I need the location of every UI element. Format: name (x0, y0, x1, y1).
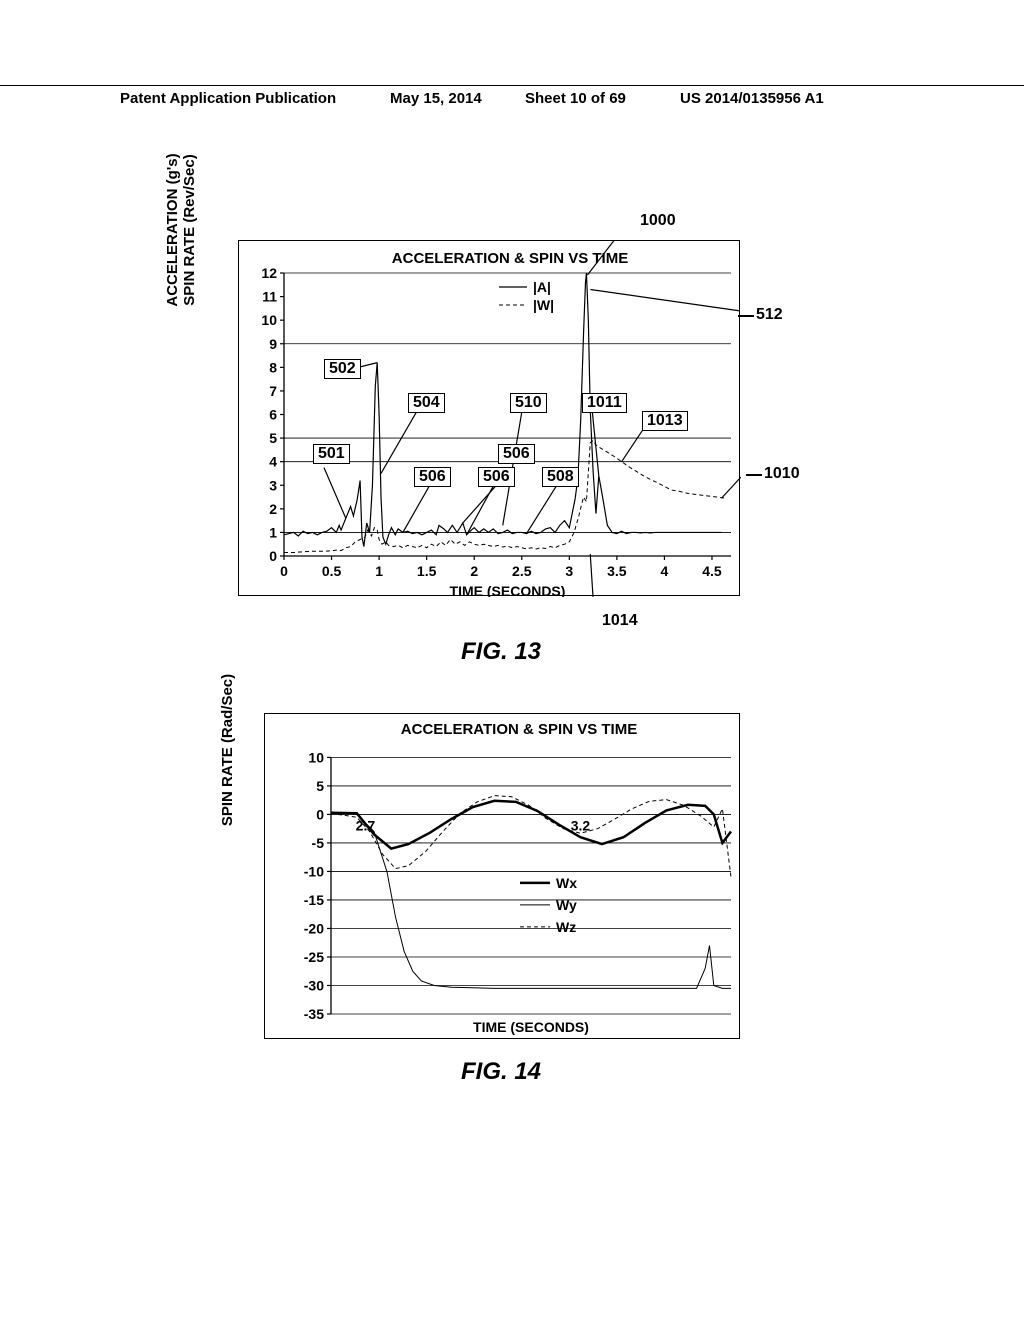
svg-text:2: 2 (470, 563, 478, 579)
fig13-annot-502: 502 (324, 359, 361, 379)
svg-text:|A|: |A| (533, 279, 551, 295)
svg-text:3.2: 3.2 (571, 817, 591, 833)
fig13-annot-508: 508 (542, 467, 579, 487)
svg-text:TIME (SECONDS): TIME (SECONDS) (473, 1019, 589, 1035)
svg-text:3.5: 3.5 (607, 563, 627, 579)
fig13-annot-504: 504 (408, 393, 445, 413)
svg-text:ACCELERATION & SPIN VS TIME: ACCELERATION & SPIN VS TIME (401, 721, 637, 738)
svg-text:Wx: Wx (556, 875, 577, 891)
fig13-annot-1013: 1013 (642, 411, 688, 431)
fig13-label: FIG. 13 (461, 638, 541, 666)
svg-text:-15: -15 (304, 892, 324, 908)
svg-text:0: 0 (269, 548, 277, 564)
svg-text:8: 8 (269, 359, 277, 375)
fig14-ylabel: SPIN RATE (Rad/Sec) (219, 660, 236, 840)
header-sheet: Sheet 10 of 69 (525, 90, 626, 107)
svg-text:5: 5 (269, 430, 277, 446)
svg-text:-30: -30 (304, 977, 324, 993)
header-left: Patent Application Publication (120, 90, 336, 107)
svg-text:-5: -5 (312, 835, 325, 851)
svg-text:-20: -20 (304, 920, 324, 936)
svg-text:|W|: |W| (533, 297, 554, 313)
svg-text:1: 1 (269, 524, 277, 540)
svg-text:2.5: 2.5 (512, 563, 532, 579)
svg-text:-35: -35 (304, 1006, 324, 1022)
svg-text:9: 9 (269, 336, 277, 352)
fig13-annot-506b: 506 (478, 467, 515, 487)
fig13-annot-506a: 506 (414, 467, 451, 487)
fig13-annot-1000: 1000 (640, 212, 676, 230)
fig14-chart: ACCELERATION & SPIN VS TIME 10 5 0 -5 -10 -15 -… (265, 714, 741, 1040)
svg-text:1.5: 1.5 (417, 563, 437, 579)
header-date: May 15, 2014 (390, 90, 482, 107)
svg-text:3: 3 (269, 477, 277, 493)
svg-text:7: 7 (269, 383, 277, 399)
fig13-annot-510: 510 (510, 393, 547, 413)
fig13-annot-1011: 1011 (582, 393, 627, 413)
svg-text:0.5: 0.5 (322, 563, 342, 579)
svg-text:1: 1 (375, 563, 383, 579)
svg-text:2: 2 (269, 501, 277, 517)
svg-text:4: 4 (269, 454, 277, 470)
svg-text:0: 0 (316, 806, 324, 822)
fig13-annot-1010: 1010 (764, 465, 800, 483)
fig13-annot-501: 501 (313, 444, 350, 464)
svg-text:Wy: Wy (556, 897, 577, 913)
svg-text:6: 6 (269, 407, 277, 423)
svg-text:10: 10 (261, 312, 277, 328)
fig13-ylabel: ACCELERATION (g's) SPIN RATE (Rev/Sec) (165, 130, 198, 330)
page-header: Patent Application Publication May 15, 2… (0, 85, 1024, 90)
svg-text:3: 3 (565, 563, 573, 579)
fig13-annot-1014: 1014 (602, 612, 638, 630)
svg-text:ACCELERATION & SPIN VS TIME: ACCELERATION & SPIN VS TIME (392, 250, 628, 267)
svg-text:TIME (SECONDS): TIME (SECONDS) (450, 583, 566, 597)
svg-text:11: 11 (262, 289, 277, 305)
svg-text:5: 5 (316, 778, 324, 794)
fig14-label: FIG. 14 (461, 1058, 541, 1086)
fig14-container: ACCELERATION & SPIN VS TIME 10 5 0 -5 -10 -15 -… (264, 713, 740, 1039)
header-pubno: US 2014/0135956 A1 (680, 90, 824, 107)
svg-text:12: 12 (261, 265, 277, 281)
svg-text:10: 10 (308, 749, 324, 765)
fig13-annot-506: 506 (498, 444, 535, 464)
svg-text:0: 0 (280, 563, 288, 579)
svg-text:4: 4 (661, 563, 669, 579)
svg-text:-25: -25 (304, 949, 324, 965)
svg-text:Wz: Wz (556, 919, 576, 935)
svg-text:-10: -10 (304, 863, 324, 879)
fig13-annot-512: 512 (756, 306, 783, 324)
svg-text:4.5: 4.5 (702, 563, 722, 579)
